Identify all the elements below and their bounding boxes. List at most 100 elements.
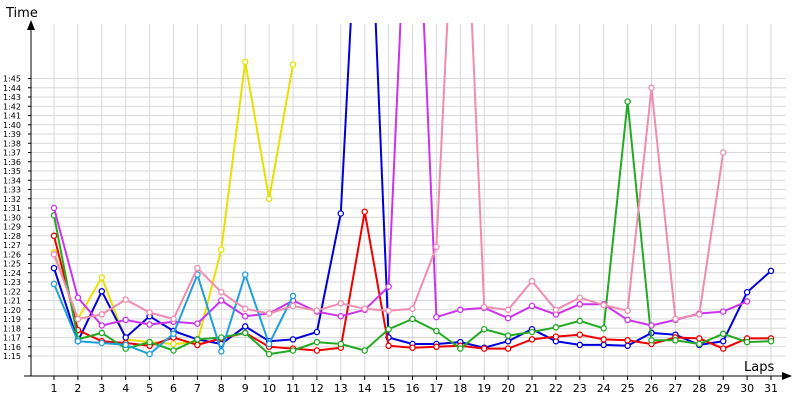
x-tick-label: 6: [170, 382, 177, 395]
data-point: [696, 311, 703, 318]
data-point: [50, 251, 58, 258]
data-point: [767, 337, 775, 345]
series-line: [53, 23, 748, 327]
x-tick-label: 3: [98, 382, 105, 395]
x-tick-label: 23: [573, 382, 587, 395]
y-tick-label: 1:43: [3, 93, 21, 102]
data-point: [361, 208, 368, 215]
x-tick-label: 14: [358, 382, 372, 395]
y-tick-label: 1:38: [3, 139, 21, 148]
data-point: [289, 292, 297, 300]
data-point: [170, 315, 177, 323]
y-tick-label: 1:18: [3, 324, 21, 333]
y-tick-label: 1:25: [3, 260, 21, 269]
y-tick-label: 1:17: [3, 334, 21, 343]
x-tick-label: 11: [286, 382, 300, 395]
data-point: [409, 344, 416, 351]
data-point: [576, 294, 584, 301]
data-point: [504, 345, 512, 352]
data-point: [337, 210, 345, 217]
data-point: [361, 305, 368, 313]
y-tick-label: 1:19: [3, 315, 21, 324]
data-point: [433, 343, 440, 351]
data-point: [313, 347, 321, 354]
data-point: [672, 337, 679, 344]
data-point: [98, 322, 106, 329]
data-point: [719, 330, 727, 338]
data-point: [743, 298, 751, 305]
x-tick-label: 4: [122, 382, 129, 395]
data-point: [50, 204, 58, 212]
data-point: [528, 302, 536, 310]
data-point: [433, 243, 440, 251]
data-point: [385, 342, 392, 350]
x-tick-label: 12: [310, 382, 324, 395]
x-tick-label: 15: [382, 382, 396, 395]
y-tick-label: 1:20: [3, 306, 21, 315]
data-point: [218, 246, 225, 253]
data-point: [265, 340, 273, 348]
data-point: [337, 300, 345, 307]
data-point: [719, 308, 727, 315]
data-point: [385, 325, 392, 333]
y-tick-label: 1:23: [3, 278, 21, 287]
y-tick-label: 1:37: [3, 149, 21, 158]
data-point: [98, 274, 106, 281]
x-tick-label: 8: [218, 382, 225, 395]
data-point: [241, 271, 249, 278]
data-point: [385, 307, 392, 314]
y-tick-label: 1:44: [3, 84, 21, 93]
data-point: [480, 303, 488, 311]
x-tick-label: 30: [740, 382, 754, 395]
x-tick-label: 29: [716, 382, 730, 395]
data-point: [289, 61, 297, 68]
data-point: [624, 316, 631, 324]
x-tick-label: 24: [597, 382, 611, 395]
data-point: [600, 341, 607, 349]
data-point: [50, 264, 58, 272]
y-tick-label: 1:15: [3, 352, 21, 361]
y-tick-label: 1:40: [3, 121, 21, 130]
data-point: [313, 307, 321, 314]
data-point: [504, 332, 512, 339]
data-point: [480, 345, 488, 352]
data-point: [194, 320, 201, 327]
data-point: [552, 333, 560, 340]
data-point: [576, 300, 584, 308]
x-tick-label: 21: [525, 382, 539, 395]
x-tick-label: 20: [501, 382, 515, 395]
data-point: [313, 338, 321, 346]
x-tick-label: 10: [262, 382, 276, 395]
data-point: [98, 339, 106, 347]
data-point: [743, 338, 751, 346]
data-point: [552, 306, 560, 314]
y-axis-arrow: [27, 20, 35, 30]
data-point: [194, 341, 201, 349]
data-point: [767, 267, 775, 275]
x-tick-label: 16: [406, 382, 420, 395]
data-point: [241, 305, 249, 313]
data-point: [624, 342, 631, 350]
grid-lines: [31, 24, 786, 376]
data-point: [409, 305, 416, 313]
data-point: [576, 341, 584, 349]
data-point: [624, 98, 631, 105]
y-tick-label: 1:42: [3, 102, 21, 111]
data-point: [50, 280, 58, 288]
data-point: [265, 350, 273, 358]
data-point: [409, 315, 416, 323]
y-tick-label: 1:22: [3, 287, 21, 296]
data-point: [241, 323, 249, 330]
data-point: [98, 329, 106, 337]
data-point: [170, 340, 177, 348]
data-point: [696, 335, 703, 342]
data-point: [146, 338, 153, 346]
data-point: [648, 337, 655, 344]
y-tick-label: 1:21: [3, 297, 21, 306]
data-point: [504, 314, 512, 322]
data-point: [528, 277, 536, 285]
x-tick-label: 2: [74, 382, 81, 395]
x-tick-label: 13: [334, 382, 348, 395]
data-point: [241, 58, 249, 66]
data-point: [146, 309, 153, 316]
